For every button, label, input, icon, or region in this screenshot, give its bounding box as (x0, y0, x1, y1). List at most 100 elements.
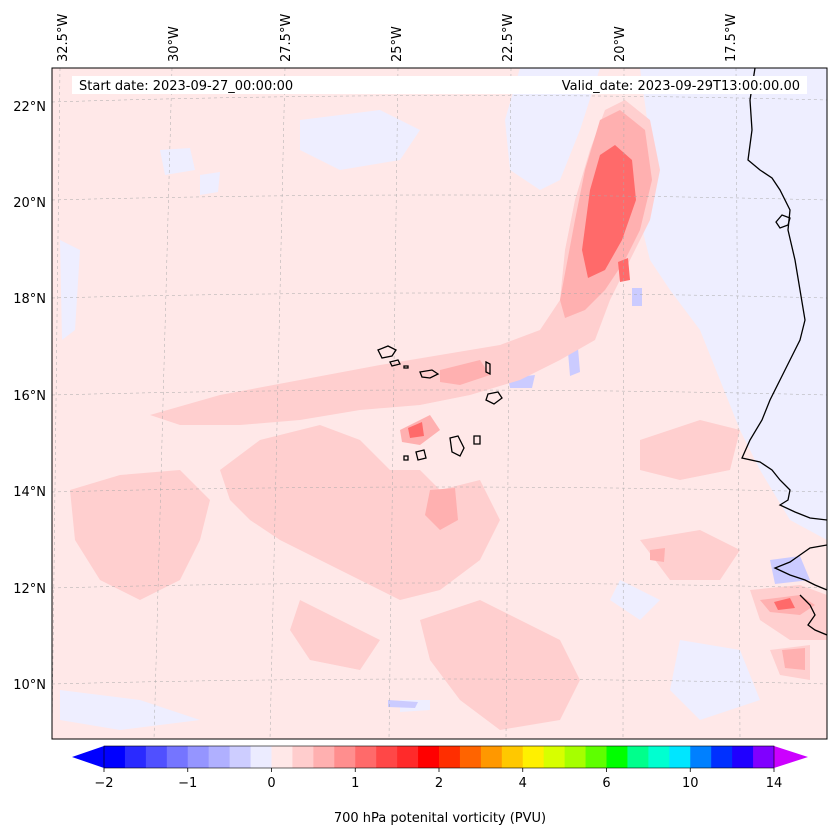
lat-label-18n: 18°N (13, 292, 46, 307)
parallel-16n (52, 389, 827, 396)
brava (403, 455, 409, 461)
lat-label-12n: 12°N (13, 582, 46, 597)
colorbar-cell (711, 746, 733, 768)
colorbar-cell (104, 746, 126, 768)
colorbar-extend-low (72, 746, 104, 768)
colorbar-cell (208, 746, 231, 768)
colorbar-cell (732, 746, 754, 768)
fogo (415, 449, 427, 461)
lat-label-16n: 16°N (13, 389, 46, 404)
colorbar-tick-label: 1 (351, 776, 359, 791)
valid-date-label: Valid_date: 2023-09-29T13:00:00.00 (562, 79, 800, 94)
colorbar-cell (166, 746, 189, 768)
positive-pv-high (408, 145, 795, 610)
senegal-coast (773, 544, 827, 591)
colorbar-cell (627, 746, 649, 768)
colorbar-cell (501, 746, 524, 768)
colorbar-cell (250, 746, 272, 768)
parallel-22n (52, 95, 827, 103)
colorbar-tick-label: 14 (766, 776, 783, 791)
colorbar-title: 700 hPa potenital vorticity (PVU) (334, 811, 546, 826)
colorbar-extend-high (774, 746, 808, 768)
lon-label-27-5w: 27.5°W (279, 14, 294, 62)
colorbar-cell (397, 746, 419, 768)
cape-verde-islands (377, 345, 503, 461)
colorbar-ticks: −2 −1 0 1 2 4 6 10 14 (94, 768, 782, 791)
colorbar-tick-label: −1 (178, 776, 197, 791)
colorbar: −2 −1 0 1 2 4 6 10 14 700 hPa potenital vorticit… (72, 745, 808, 826)
colorbar-cell (229, 746, 252, 768)
santo-antao (377, 345, 397, 359)
parallel-10n (52, 678, 827, 685)
sao-vicente (389, 359, 401, 367)
info-banner (72, 76, 807, 94)
start-date-label: Start date: 2023-09-27_00:00:00 (79, 79, 293, 94)
map-frame (51, 67, 828, 740)
lon-label-30w: 30°W (167, 26, 182, 62)
longitude-labels: 32.5°W 30°W 27.5°W 25°W 22.5°W 20°W 17.5… (56, 14, 739, 62)
meridian-22-5w (505, 68, 512, 739)
lat-label-20n: 20°N (13, 196, 46, 211)
africa-coastline (741, 68, 827, 521)
lon-label-20w: 20°W (613, 26, 628, 62)
colorbar-cell (606, 746, 628, 768)
colorbar-cell (334, 746, 356, 768)
colorbar-cell (585, 746, 607, 768)
santa-luzia (403, 365, 409, 369)
colorbar-cell (355, 746, 377, 768)
colorbar-cell (669, 746, 691, 768)
colorbar-tick-label: 6 (602, 776, 610, 791)
colorbar-cell (292, 746, 314, 768)
colorbar-cell (124, 746, 147, 768)
parallel-20n (52, 194, 827, 201)
colorbar-cell (439, 746, 461, 768)
lon-label-17-5w: 17.5°W (724, 14, 739, 62)
parallel-14n (52, 486, 827, 493)
colorbar-cell (480, 746, 503, 768)
meridian-30w (153, 68, 173, 739)
boa-vista (485, 391, 503, 405)
colorbar-cell (313, 746, 335, 768)
meridian-32-5w (52, 68, 61, 739)
lon-label-25w: 25°W (390, 26, 405, 62)
colorbar-cell (459, 746, 482, 768)
colorbar-cell (418, 746, 440, 768)
colorbar-tick-label: 10 (682, 776, 699, 791)
coastline (741, 68, 827, 636)
colorbar-cell (187, 746, 210, 768)
colorbar-tick-label: 2 (435, 776, 443, 791)
sal (485, 360, 491, 376)
colorbar-cell (648, 746, 670, 768)
graticule (52, 68, 827, 739)
lat-label-14n: 14°N (13, 485, 46, 500)
meridian-17-5w (735, 68, 741, 739)
santiago (449, 435, 465, 457)
colorbar-cell (753, 746, 775, 768)
colorbar-tick-label: 0 (267, 776, 275, 791)
parallel-18n (52, 292, 827, 299)
sao-nicolau (419, 369, 440, 379)
colorbar-tick-label: −2 (94, 776, 113, 791)
colorbar-cell (376, 746, 398, 768)
map-panel (52, 68, 827, 739)
colorbar-cell (522, 746, 545, 768)
meridian-20w (622, 68, 625, 739)
maio (473, 435, 481, 445)
lon-label-32-5w: 32.5°W (56, 14, 71, 62)
colorbar-cell (690, 746, 712, 768)
parallel-12n (52, 582, 827, 589)
colorbar-cell (271, 746, 293, 768)
positive-pv-low (70, 100, 827, 730)
colorbar-cell (543, 746, 566, 768)
latitude-labels: 22°N 20°N 18°N 16°N 14°N 12°N 10°N (13, 100, 46, 693)
guinea-bissau-coast (799, 594, 827, 636)
meridian-25w (388, 68, 399, 739)
colorbar-cells (104, 746, 775, 768)
colorbar-tick-label: 4 (519, 776, 527, 791)
colorbar-cell (564, 746, 587, 768)
colorbar-cell (145, 746, 168, 768)
lon-label-22-5w: 22.5°W (501, 14, 516, 62)
lat-label-10n: 10°N (13, 678, 46, 693)
lat-label-22n: 22°N (13, 100, 46, 115)
